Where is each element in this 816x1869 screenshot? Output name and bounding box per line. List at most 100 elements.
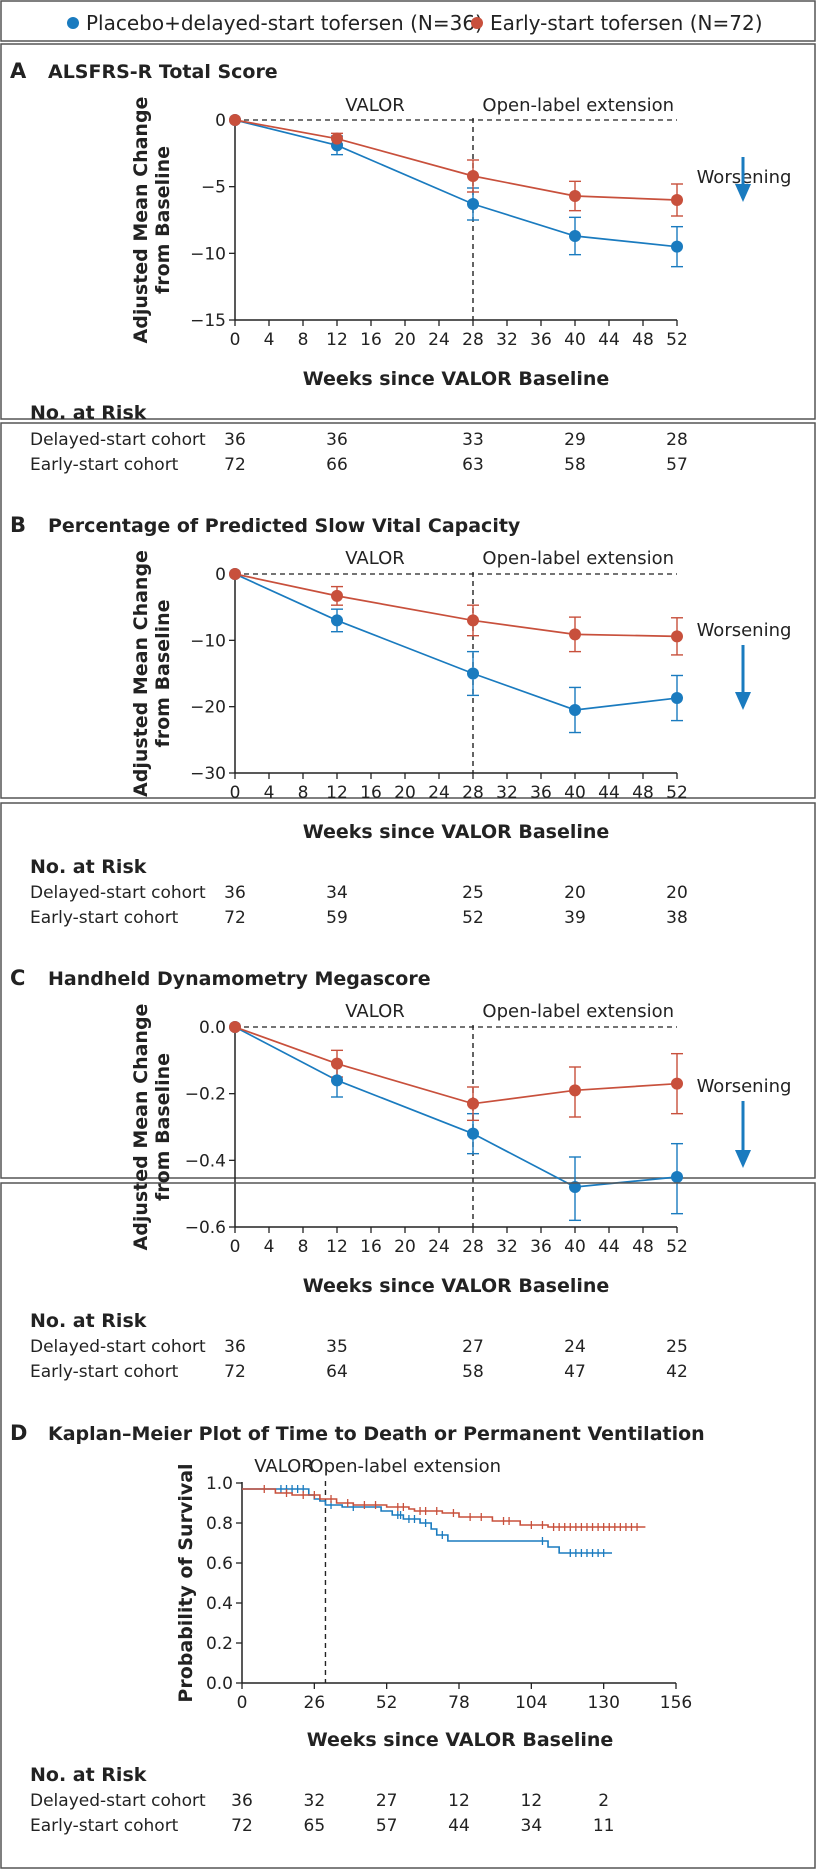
y-tick-label: −0.6 [185,1218,226,1238]
panel-d: D Kaplan–Meier Plot of Time to Death or P… [0,1182,816,1869]
legend-marker-early [471,17,483,29]
y-tick-label: 0.0 [199,1018,226,1038]
risk-count: 57 [666,455,688,475]
x-tick-label: 28 [462,330,484,350]
series-line-placebo [234,119,678,248]
risk-count: 11 [593,1816,615,1836]
risk-count: 27 [376,1791,398,1811]
risk-count: 52 [462,908,484,928]
risk-count: 72 [224,455,246,475]
risk-count: 38 [666,908,688,928]
y-tick-label: 0.0 [206,1674,233,1694]
risk-count: 2 [598,1791,609,1811]
x-tick-label: 104 [515,1693,547,1713]
x-tick-label: 52 [666,1237,688,1257]
data-point-placebo [671,240,683,253]
data-point-early [671,1077,683,1090]
risk-count: 58 [462,1362,484,1382]
region-label-open-label: Open-label extension [309,1456,501,1477]
x-tick-label: 8 [298,330,309,350]
y-tick-label: −0.4 [185,1151,226,1171]
risk-row-label: Delayed-start cohort [30,883,206,903]
y-tick-label: 0.2 [206,1634,233,1654]
y-tick-label: 0.8 [206,1514,233,1534]
risk-row-label: Delayed-start cohort [30,1337,206,1357]
x-tick-label: 44 [598,783,620,803]
y-axis-label: from Baseline [152,1053,174,1201]
panel-border [0,1182,816,1869]
x-tick-label: 32 [496,1237,518,1257]
data-point-early [229,114,241,126]
risk-count: 72 [224,1362,246,1382]
data-point-early [569,628,581,641]
y-axis-label: from Baseline [152,599,174,747]
data-point-early [229,1021,241,1033]
panel-letter: A [10,59,27,83]
risk-count: 27 [462,1337,484,1357]
x-tick-label: 36 [530,783,552,803]
x-tick-label: 52 [666,330,688,350]
risk-count: 36 [231,1791,253,1811]
km-curve-early [242,1488,646,1528]
risk-count: 72 [224,908,246,928]
x-tick-label: 78 [448,1693,470,1713]
series-line-early [234,1026,678,1105]
risk-count: 33 [462,430,484,450]
x-tick-label: 20 [394,783,416,803]
data-point-placebo [569,1181,581,1193]
y-tick-label: −0.2 [185,1085,226,1105]
x-tick-label: 36 [530,330,552,350]
x-tick-label: 4 [264,783,275,803]
risk-count: 34 [326,883,348,903]
worsening-arrow-head [735,1150,751,1168]
data-point-placebo [467,1127,479,1140]
risk-table-header: No. at Risk [30,1764,147,1786]
region-label-valor: VALOR [345,1001,405,1022]
panel-letter: C [10,966,25,990]
panel-title: Handheld Dynamometry Megascore [48,968,431,990]
x-tick-label: 24 [428,330,450,350]
data-point-early [569,190,581,202]
risk-count: 25 [462,883,484,903]
x-tick-label: 16 [360,783,382,803]
x-tick-label: 16 [360,330,382,350]
worsening-label: Worsening [697,1076,792,1097]
y-tick-label: 1.0 [206,1474,233,1494]
data-point-early [331,1057,343,1070]
data-point-early [569,1084,581,1097]
x-tick-label: 40 [564,783,586,803]
x-tick-label: 48 [632,783,654,803]
risk-row-label: Early-start cohort [30,1362,179,1382]
risk-table-header: No. at Risk [30,1310,147,1332]
series-line-early [234,119,678,201]
data-point-early [671,630,683,643]
x-tick-label: 28 [462,1237,484,1257]
risk-count: 36 [224,1337,246,1357]
risk-count: 34 [521,1816,543,1836]
panel-title: Percentage of Predicted Slow Vital Capac… [48,515,521,537]
x-tick-label: 32 [496,783,518,803]
x-tick-label: 26 [304,1693,326,1713]
y-axis-label: from Baseline [152,146,174,294]
risk-count: 36 [224,883,246,903]
data-point-placebo [671,692,683,705]
risk-row-label: Delayed-start cohort [30,430,206,450]
legend-box [0,0,816,42]
panel-title: ALSFRS-R Total Score [48,61,278,83]
x-tick-label: 52 [666,783,688,803]
panel-letter: B [10,513,26,537]
x-tick-label: 48 [632,1237,654,1257]
x-tick-label: 28 [462,783,484,803]
risk-count: 28 [666,430,688,450]
risk-count: 64 [326,1362,348,1382]
x-tick-label: 12 [326,1237,348,1257]
panel-border [0,43,816,420]
risk-count: 25 [666,1337,688,1357]
x-tick-label: 8 [298,1237,309,1257]
risk-count: 66 [326,455,348,475]
x-tick-label: 130 [587,1693,619,1713]
panel-b: B Percentage of Predicted Slow Vital Capa… [0,422,816,928]
worsening-label: Worsening [697,620,792,641]
risk-count: 59 [326,908,348,928]
